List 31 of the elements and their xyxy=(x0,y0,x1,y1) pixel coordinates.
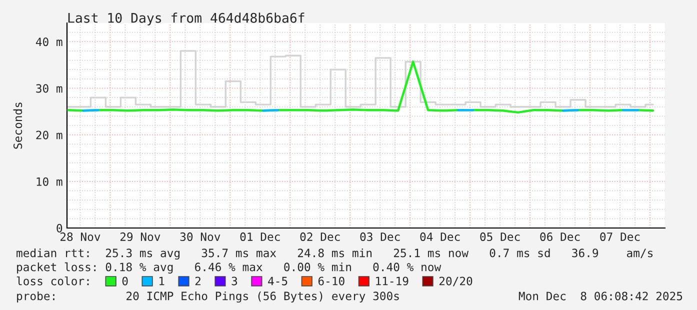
legend-label: 4-5 xyxy=(268,276,288,286)
chart-title: Last 10 Days from 464d48b6ba6f xyxy=(68,12,304,26)
y-tick-label: 20 m xyxy=(36,130,62,140)
legend-label: 3 xyxy=(232,276,238,286)
x-tick-label: 28 Nov xyxy=(60,232,100,242)
x-tick-label: 07 Dec xyxy=(600,232,640,242)
text: median rtt: 25.3 ms avg 35.7 ms max 24.8 ms min 25.1 ms now 0.7 ms sd 36.9 am/s xyxy=(16,248,653,260)
x-tick-label: 06 Dec xyxy=(540,232,580,242)
y-tick-label: 0 xyxy=(56,224,62,233)
legend-label: 0 xyxy=(122,276,128,286)
y-tick-label: 30 m xyxy=(36,84,62,93)
legend-label: 1 xyxy=(159,276,164,286)
legend-label: 2 xyxy=(195,276,200,286)
x-tick-label: 05 Dec xyxy=(480,232,520,242)
text: packet loss: 0.18 % avg 6.46 % max 0.00 % min 0.40 % now xyxy=(17,262,442,274)
x-tick-label: 03 Dec xyxy=(360,232,400,242)
x-tick-label: 30 Nov xyxy=(180,232,220,242)
x-tick-label: 04 Dec xyxy=(420,232,460,242)
legend-label: 20/20 xyxy=(439,276,472,286)
y-tick-label: 40 m xyxy=(36,38,62,46)
x-tick-label: 02 Dec xyxy=(300,232,340,242)
x-tick-label: 29 Nov xyxy=(120,232,160,242)
y-tick-label: 10 m xyxy=(36,177,62,186)
line-series xyxy=(67,60,654,114)
legend-label: 11-19 xyxy=(376,276,408,286)
text: Mon Dec 8 06:08:42 2025 xyxy=(518,292,682,300)
y-axis-title: Seconds xyxy=(13,102,22,149)
legend-title: loss color: xyxy=(16,276,89,286)
x-tick-label: 01 Dec xyxy=(240,232,280,242)
legend-label: 6-10 xyxy=(318,276,344,286)
text: probe: 20 ICMP Echo Pings (56 Bytes) every 300s xyxy=(17,291,399,303)
